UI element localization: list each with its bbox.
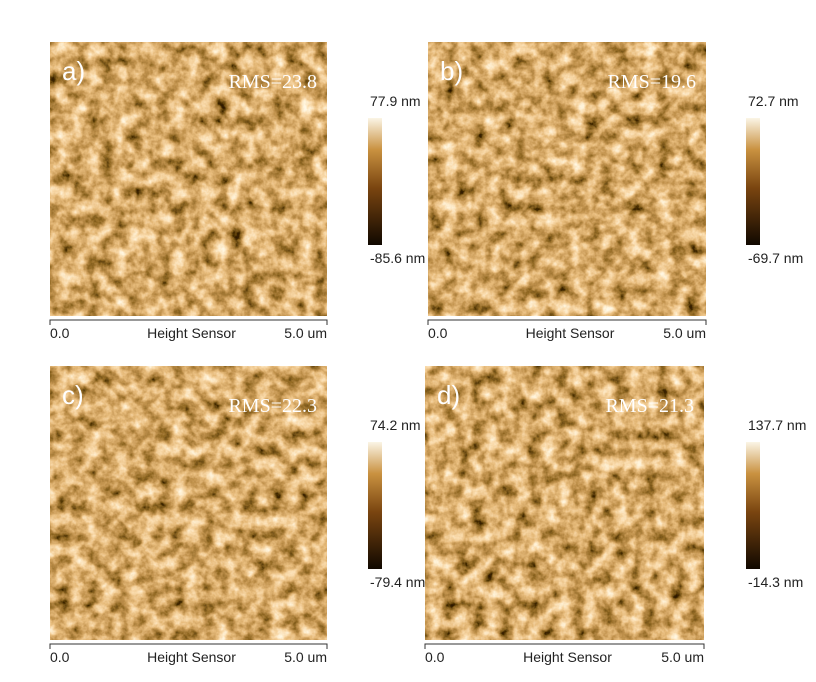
scale-min: -14.3 nm — [748, 574, 803, 590]
scale-max: 137.7 nm — [748, 417, 806, 433]
afm-panel: d) RMS=21.3 137.7 nm -14.3 nm 0.0 Height Sens… — [424, 366, 806, 665]
axis-title: Height Sensor — [523, 649, 612, 665]
axis-start: 0.0 — [50, 649, 70, 665]
rms-label: RMS=19.6 — [607, 71, 696, 93]
scale-max: 72.7 nm — [748, 93, 799, 109]
scale-min: -85.6 nm — [370, 250, 425, 266]
axis-start: 0.0 — [428, 325, 448, 341]
axis-title: Height Sensor — [526, 325, 615, 341]
panel-label: b) — [440, 56, 463, 86]
scale-line — [49, 319, 328, 325]
color-bar — [368, 442, 382, 569]
scale-max: 77.9 nm — [370, 93, 421, 109]
color-bar — [746, 442, 760, 569]
panel-label: d) — [437, 380, 460, 410]
axis-end: 5.0 um — [284, 649, 327, 665]
axis-title: Height Sensor — [147, 649, 236, 665]
axis-start: 0.0 — [50, 325, 70, 341]
panel-label: a) — [62, 56, 85, 86]
scale-line — [427, 319, 707, 325]
afm-image — [428, 42, 706, 316]
afm-panel: a) RMS=23.8 77.9 nm -85.6 nm 0.0 Height Senso… — [49, 42, 425, 341]
rms-label: RMS=21.3 — [605, 395, 694, 417]
rms-label: RMS=23.8 — [228, 71, 317, 93]
scale-min: -69.7 nm — [748, 250, 803, 266]
axis-end: 5.0 um — [284, 325, 327, 341]
afm-image — [425, 366, 704, 640]
rms-label: RMS=22.3 — [228, 395, 317, 417]
afm-image — [50, 42, 327, 316]
scale-min: -79.4 nm — [370, 574, 425, 590]
scale-max: 74.2 nm — [370, 417, 421, 433]
axis-end: 5.0 um — [663, 325, 706, 341]
axis-title: Height Sensor — [147, 325, 236, 341]
color-bar — [368, 118, 382, 245]
afm-image — [50, 366, 327, 640]
scale-line — [49, 643, 328, 649]
axis-start: 0.0 — [425, 649, 445, 665]
panel-label: c) — [62, 380, 84, 410]
color-bar — [746, 118, 760, 245]
scale-line — [424, 643, 705, 649]
axis-end: 5.0 um — [661, 649, 704, 665]
afm-panel: c) RMS=22.3 74.2 nm -79.4 nm 0.0 Height Senso… — [49, 366, 425, 665]
afm-panel: b) RMS=19.6 72.7 nm -69.7 nm 0.0 Height Senso… — [427, 42, 803, 341]
